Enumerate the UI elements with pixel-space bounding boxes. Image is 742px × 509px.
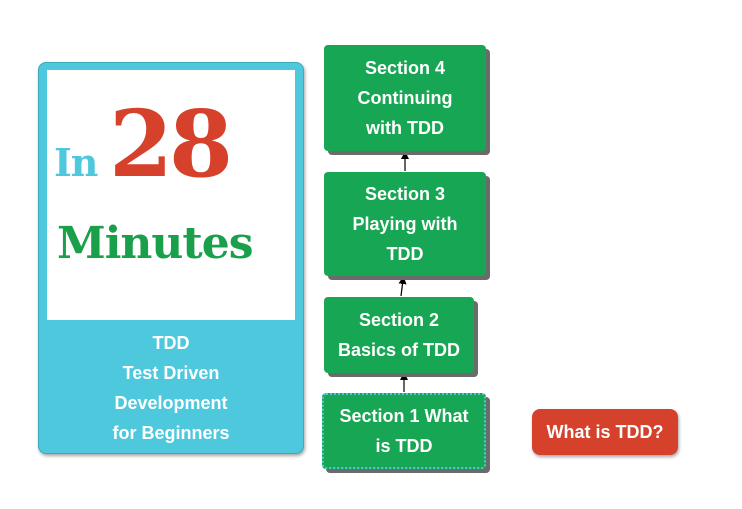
course-title: TDD Test Driven Development for Beginner…	[39, 328, 303, 448]
logo-number: 28	[109, 90, 233, 198]
logo-word: Minutes	[57, 218, 253, 269]
section-3-box: Section 3 Playing with TDD	[324, 172, 486, 276]
course-title-line: for Beginners	[112, 423, 230, 443]
section-2-box: Section 2 Basics of TDD	[324, 297, 474, 373]
in28minutes-logo: In 28 Minutes	[47, 70, 295, 320]
section-3-line: TDD	[386, 244, 424, 264]
section-3-line: Playing with	[352, 214, 458, 234]
what-is-tdd-note: What is TDD?	[532, 409, 678, 455]
course-title-line: Test Driven	[122, 363, 220, 383]
section-1-line: is TDD	[375, 436, 433, 456]
section-4-line: with TDD	[366, 118, 444, 138]
section-1-box[interactable]: Section 1 What is TDD	[322, 393, 486, 469]
logo-prefix: In	[54, 140, 98, 185]
course-title-line: TDD	[152, 333, 190, 353]
section-2-line: Section 2	[358, 310, 440, 330]
section-2-line: Basics of TDD	[337, 340, 461, 360]
section-1-line: Section 1 What	[339, 406, 469, 426]
course-title-line: Development	[114, 393, 228, 413]
section-4-box: Section 4 Continuing with TDD	[324, 45, 486, 151]
connector-s2-s3	[398, 276, 407, 297]
section-4-line: Continuing	[357, 88, 453, 108]
course-card: In 28 Minutes TDD Test Driven Developmen…	[38, 62, 304, 454]
section-3-line: Section 3	[364, 184, 445, 204]
section-4-line: Section 4	[364, 58, 446, 78]
